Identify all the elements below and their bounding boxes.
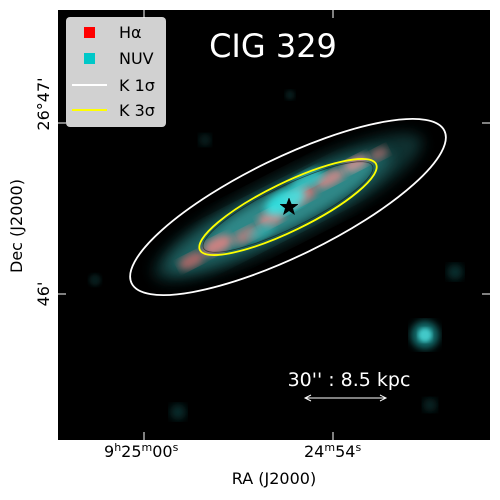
y-axis-label: Dec (J2000) <box>7 179 26 273</box>
legend-label-halpha: Hα <box>119 23 142 42</box>
legend: Hα NUV K 1σ K 3σ <box>66 17 166 127</box>
scale-bar: 30'' : 8.5 kpc <box>288 369 411 402</box>
legend-swatch-nuv <box>84 53 95 64</box>
y-tick-label-1: 26°47' <box>34 77 53 130</box>
legend-swatch-halpha <box>84 27 95 38</box>
scalebar-arrow-left <box>303 394 312 402</box>
k-3sigma-contour-inner <box>202 161 374 253</box>
legend-label-k3: K 3σ <box>119 101 155 120</box>
scalebar-label: 30'' : 8.5 kpc <box>288 369 411 391</box>
x-tick-label-2: 24m54s <box>304 441 361 461</box>
figure-title: CIG 329 <box>209 27 337 65</box>
legend-box <box>66 17 166 127</box>
legend-label-nuv: NUV <box>119 49 154 68</box>
scalebar-arrow-right <box>379 394 388 402</box>
axes-frame <box>58 10 490 440</box>
x-tick-label-1: 9h25m00s <box>104 441 179 461</box>
k-3sigma-contour <box>198 158 378 256</box>
star-icon <box>279 197 299 216</box>
background-sources <box>89 90 463 420</box>
k-1sigma-contour <box>129 118 447 296</box>
y-tick-label-2: 46' <box>34 282 53 307</box>
x-axis-label: RA (J2000) <box>232 469 316 488</box>
image-panel <box>58 10 490 440</box>
legend-label-k1: K 1σ <box>119 76 155 95</box>
